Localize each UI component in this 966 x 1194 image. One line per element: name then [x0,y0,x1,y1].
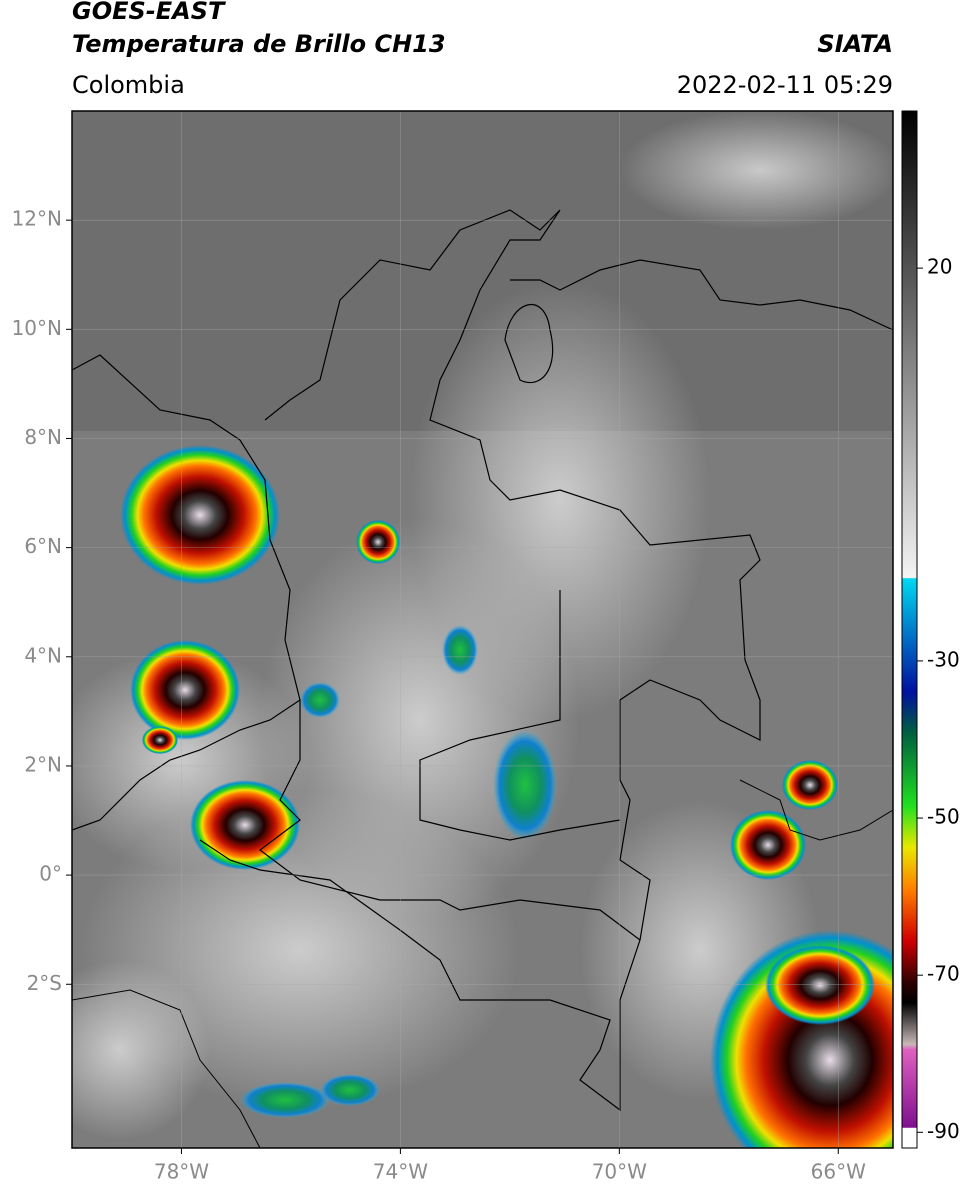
y-tick-label: 12°N [12,207,62,231]
x-tick-label: 74°W [373,1160,428,1184]
colorbar-tick-label: 20 [927,255,952,279]
source: SIATA [817,30,893,58]
region: Colombia [72,71,185,99]
colorbar-tick-label: -30 [927,647,960,671]
x-tick-label: 78°W [154,1160,209,1184]
subtitle: Temperatura de Brillo CH13 [72,30,446,58]
y-tick-label: 10°N [12,316,62,340]
y-tick-label: 2°N [24,752,62,776]
grid [72,111,893,1148]
title: GOES-EAST [72,0,226,25]
y-tick-label: 0° [39,862,62,886]
y-tick-label: 6°N [24,534,62,558]
map-frame [71,110,894,1149]
colorbar-tick-label: -90 [927,1119,960,1143]
colorbar [901,110,918,1149]
y-tick-label: 4°N [24,643,62,667]
datetime: 2022-02-11 05:29 [677,71,893,99]
colorbar-tick-label: -50 [927,805,960,829]
y-tick-label: 8°N [24,425,62,449]
imagery [72,111,893,1148]
x-tick-label: 70°W [592,1160,647,1184]
x-tick-label: 66°W [811,1160,866,1184]
colorbar-tick-label: -70 [927,962,960,986]
y-tick-label: 2°S [27,971,62,995]
